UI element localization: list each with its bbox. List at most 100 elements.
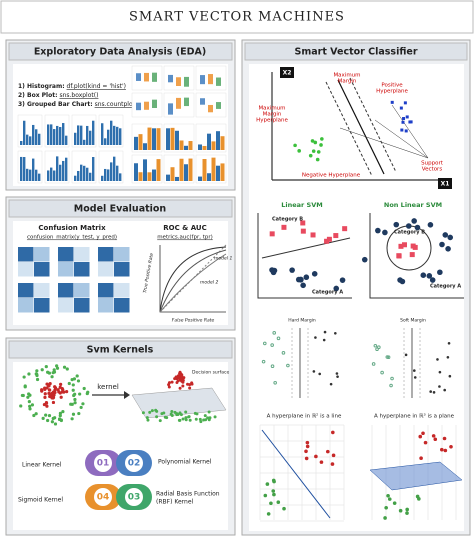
- bar: [175, 176, 179, 181]
- cm-cell: [18, 298, 34, 313]
- point: [46, 418, 50, 423]
- hist-bar: [119, 173, 122, 181]
- arrowhead: [124, 391, 130, 399]
- point: [403, 101, 407, 105]
- point: [86, 390, 90, 394]
- point: [390, 100, 394, 104]
- hist-bar: [92, 120, 95, 145]
- eda-item: 2) Box Plot: sns.boxplot(): [18, 92, 98, 99]
- box: [208, 104, 213, 113]
- roc-code: metrics.auc(fpr, tpr): [157, 235, 213, 241]
- bar: [143, 159, 147, 181]
- hist-bar: [26, 134, 29, 145]
- axes: [369, 213, 464, 299]
- point: [375, 227, 381, 234]
- cm-cell: [74, 262, 90, 277]
- bar: [156, 128, 161, 150]
- point: [404, 129, 408, 133]
- point: [432, 391, 436, 394]
- point: [270, 364, 275, 368]
- cm-cell: [74, 298, 90, 313]
- bar: [147, 172, 152, 181]
- kernel-number: 01: [97, 459, 110, 469]
- panel-title: Exploratory Data Analysis (EDA): [34, 47, 206, 58]
- hist-bar: [59, 164, 62, 181]
- separator: [261, 237, 351, 259]
- point: [44, 413, 48, 417]
- point: [65, 367, 69, 371]
- point: [323, 330, 327, 334]
- kernel-label: Sigmoid Kernel: [18, 497, 63, 504]
- point: [58, 414, 62, 418]
- point: [79, 405, 83, 410]
- point: [58, 385, 62, 389]
- panel-header: [8, 199, 233, 218]
- point: [314, 454, 318, 459]
- hist-bar: [56, 125, 59, 145]
- point: [141, 411, 145, 415]
- hist-bar: [101, 123, 104, 145]
- hist-bar: [56, 156, 59, 181]
- point: [431, 434, 436, 438]
- point: [145, 416, 149, 420]
- hist-bar: [50, 124, 53, 145]
- point: [393, 221, 400, 228]
- point: [401, 120, 405, 124]
- box: [200, 75, 205, 85]
- hist-bar: [29, 136, 32, 145]
- point: [51, 416, 55, 421]
- cm-cell: [74, 283, 90, 298]
- point: [265, 482, 270, 486]
- box: [168, 74, 173, 83]
- point: [423, 440, 428, 445]
- point: [44, 401, 49, 405]
- point: [75, 374, 79, 378]
- bar: [170, 167, 175, 181]
- point: [71, 388, 75, 392]
- bar: [166, 174, 170, 181]
- point: [308, 153, 313, 158]
- annotation: Margin: [338, 79, 357, 85]
- point: [438, 385, 441, 388]
- hist-bar: [20, 156, 23, 181]
- point: [397, 277, 403, 283]
- point: [329, 382, 333, 386]
- point: [316, 150, 321, 154]
- cm-cell: [18, 283, 34, 298]
- cm-cell: [114, 247, 130, 262]
- point: [57, 417, 62, 422]
- hist-bar: [107, 129, 110, 145]
- point: [400, 128, 404, 132]
- bar: [184, 145, 188, 150]
- bar: [170, 127, 175, 150]
- point: [447, 342, 451, 345]
- kernel-number: 02: [128, 459, 141, 469]
- hyperplane-plots: [259, 424, 463, 522]
- box: [144, 72, 149, 82]
- section-title: Soft Margin: [400, 318, 426, 324]
- point: [59, 395, 63, 399]
- kernel-wheel: 01 02 03 04 Linear Kernel Polynomial Ker…: [18, 450, 220, 510]
- hist-bar: [32, 124, 35, 145]
- point: [27, 400, 31, 404]
- point: [50, 392, 55, 396]
- point: [146, 418, 150, 422]
- point: [412, 244, 418, 250]
- point: [269, 267, 275, 273]
- roc-curve-label: model 2: [200, 280, 218, 286]
- pointer: [339, 104, 429, 159]
- point: [405, 507, 409, 512]
- point: [50, 396, 54, 400]
- kernel-number: 04: [97, 493, 110, 503]
- point: [293, 143, 297, 148]
- point: [433, 437, 438, 442]
- point: [51, 400, 56, 405]
- cm-cell: [18, 247, 34, 262]
- point: [269, 501, 273, 506]
- annotation: Maximum: [333, 73, 360, 79]
- hist-bar: [104, 138, 107, 145]
- annotation: Positive: [381, 83, 403, 89]
- bar: [202, 145, 207, 150]
- point: [402, 117, 406, 121]
- bar: [202, 158, 207, 181]
